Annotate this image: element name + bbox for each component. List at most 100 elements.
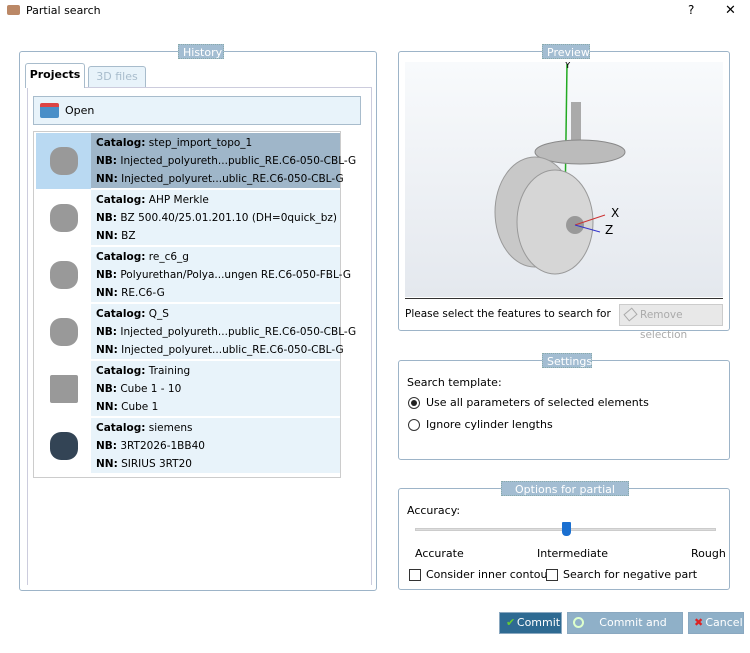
commit-and-search-button[interactable]: Commit and Search	[567, 612, 683, 649]
tick-accurate: Accurate	[415, 547, 464, 560]
row-nb: NB: Injected_polyureth...public_RE.C6-05…	[96, 152, 356, 171]
caster-icon	[36, 247, 91, 303]
list-item[interactable]: Catalog: Training NB: Cube 1 - 10 NN: Cube…	[36, 361, 340, 417]
close-button[interactable]: ✕	[725, 3, 736, 18]
radio-label: Use all parameters of selected elements	[426, 396, 649, 409]
field-value: Cube 1	[121, 401, 159, 413]
tab-label: 3D files	[96, 70, 138, 83]
field-value: Training	[148, 365, 191, 377]
field-label: NB:	[96, 155, 117, 167]
contactor-icon	[36, 418, 91, 474]
field-label: Catalog:	[96, 137, 146, 149]
cube-icon	[36, 361, 91, 417]
row-nb: NB: Cube 1 - 10	[96, 380, 181, 399]
caster-icon	[36, 133, 91, 189]
cancel-label: Cancel	[705, 616, 743, 629]
field-label: Catalog:	[96, 365, 146, 377]
app-icon	[7, 5, 20, 15]
checkmark-icon: ✔	[506, 616, 516, 629]
row-nn: NN: Injected_polyuret...ublic_RE.C6-050-…	[96, 341, 344, 360]
options-group: Options for partial search Accuracy: Acc…	[398, 481, 730, 590]
field-value: RE.C6-G	[121, 287, 165, 299]
field-label: NB:	[96, 440, 117, 452]
field-label: NB:	[96, 269, 117, 281]
open-button[interactable]: Open	[33, 96, 361, 125]
tick-rough: Rough	[691, 547, 726, 560]
field-value: step_import_topo_1	[148, 137, 253, 149]
radio-label: Ignore cylinder lengths	[426, 418, 553, 431]
field-label: Catalog:	[96, 194, 146, 206]
window-title: Partial search	[26, 4, 101, 17]
field-value: Injected_polyuret...ublic_RE.C6-050-CBL-…	[121, 344, 344, 356]
history-group: History	[19, 44, 377, 591]
field-value: SIRIUS 3RT20	[121, 458, 192, 470]
list-item[interactable]: Catalog: re_c6_g NB: Polyurethan/Polya...…	[36, 247, 351, 303]
field-value: 3RT2026-1BB40	[120, 440, 205, 452]
commit-label: Commit	[516, 616, 561, 629]
row-catalog: Catalog: AHP Merkle	[96, 191, 209, 210]
field-value: Cube 1 - 10	[120, 383, 182, 395]
field-label: NB:	[96, 212, 117, 224]
field-value: siemens	[148, 422, 193, 434]
field-label: Catalog:	[96, 251, 146, 263]
row-nb: NB: BZ 500.40/25.01.201.10 (DH=0quick_bz…	[96, 209, 337, 228]
field-label: Catalog:	[96, 422, 146, 434]
checkbox-label: Consider inner contours	[426, 568, 558, 581]
row-nn: NN: Injected_polyuret...ublic_RE.C6-050-…	[96, 170, 344, 189]
caster-icon	[36, 304, 91, 360]
history-list[interactable]: Catalog: step_import_topo_1 NB: Injected_…	[33, 131, 356, 478]
field-label: NN:	[96, 173, 118, 185]
cancel-button[interactable]: ✖ Cancel	[688, 612, 744, 634]
row-catalog: Catalog: re_c6_g	[96, 248, 189, 267]
preview-group: Preview	[398, 44, 730, 331]
field-value: re_c6_g	[148, 251, 189, 263]
field-label: NN:	[96, 401, 118, 413]
list-item[interactable]: Catalog: step_import_topo_1 NB: Injected_…	[36, 133, 356, 189]
radio-use-all-parameters[interactable]	[408, 397, 420, 409]
field-value: AHP Merkle	[148, 194, 209, 206]
checkbox-negative-part[interactable]	[546, 569, 558, 581]
list-item[interactable]: Catalog: Q_S NB: Injected_polyureth...pub…	[36, 304, 356, 360]
row-nb: NB: Injected_polyureth...public_RE.C6-05…	[96, 323, 356, 342]
row-nb: NB: Polyurethan/Polya...ungen RE.C6-050-…	[96, 266, 351, 285]
tab-3d-files[interactable]: 3D files	[88, 66, 146, 87]
field-label: NN:	[96, 344, 118, 356]
preview-legend: Preview	[542, 44, 590, 59]
field-value: Q_S	[148, 308, 169, 320]
accuracy-slider-thumb[interactable]	[561, 522, 571, 536]
tab-projects[interactable]: Projects	[25, 63, 85, 88]
block-cylinder-icon	[36, 190, 91, 246]
remove-selection-label: Remove selection	[640, 309, 688, 341]
axis-x: X	[611, 206, 619, 220]
tick-intermediate: Intermediate	[537, 547, 608, 560]
help-button[interactable]: ?	[688, 3, 695, 17]
radio-ignore-cylinder-lengths[interactable]	[408, 419, 420, 431]
field-value: Injected_polyureth...public_RE.C6-050-CB…	[120, 326, 357, 338]
tab-label: Projects	[29, 68, 81, 81]
field-label: NN:	[96, 458, 118, 470]
preview-viewport[interactable]: Y X Z	[405, 61, 723, 297]
accuracy-label: Accuracy:	[407, 504, 461, 517]
remove-selection-button[interactable]: Remove selection	[619, 304, 723, 341]
caster-model-icon: Y X Z	[494, 61, 626, 275]
eraser-icon	[623, 307, 638, 322]
row-catalog: Catalog: step_import_topo_1	[96, 134, 252, 153]
row-catalog: Catalog: Training	[96, 362, 190, 381]
commit-and-search-label: Commit and Search	[599, 616, 667, 649]
commit-button[interactable]: ✔ Commit	[499, 612, 562, 634]
field-value: BZ 500.40/25.01.201.10 (DH=0quick_bz)	[120, 212, 337, 224]
open-folder-icon	[40, 103, 59, 118]
checkbox-inner-contours[interactable]	[409, 569, 421, 581]
row-nb: NB: 3RT2026-1BB40	[96, 437, 205, 456]
list-item[interactable]: Catalog: siemens NB: 3RT2026-1BB40 NN: SIR…	[36, 418, 340, 474]
axis-z: Z	[605, 223, 613, 237]
row-nn: NN: RE.C6-G	[96, 284, 165, 303]
row-nn: NN: Cube 1	[96, 398, 158, 417]
settings-legend: Settings	[542, 353, 592, 368]
field-label: NB:	[96, 383, 117, 395]
settings-group: Settings Search template: Use all parame…	[398, 353, 730, 460]
list-item[interactable]: Catalog: AHP Merkle NB: BZ 500.40/25.01.2…	[36, 190, 340, 246]
row-catalog: Catalog: siemens	[96, 419, 192, 438]
field-value: Injected_polyureth...public_RE.C6-050-CB…	[120, 155, 357, 167]
magnifier-icon	[573, 617, 584, 628]
